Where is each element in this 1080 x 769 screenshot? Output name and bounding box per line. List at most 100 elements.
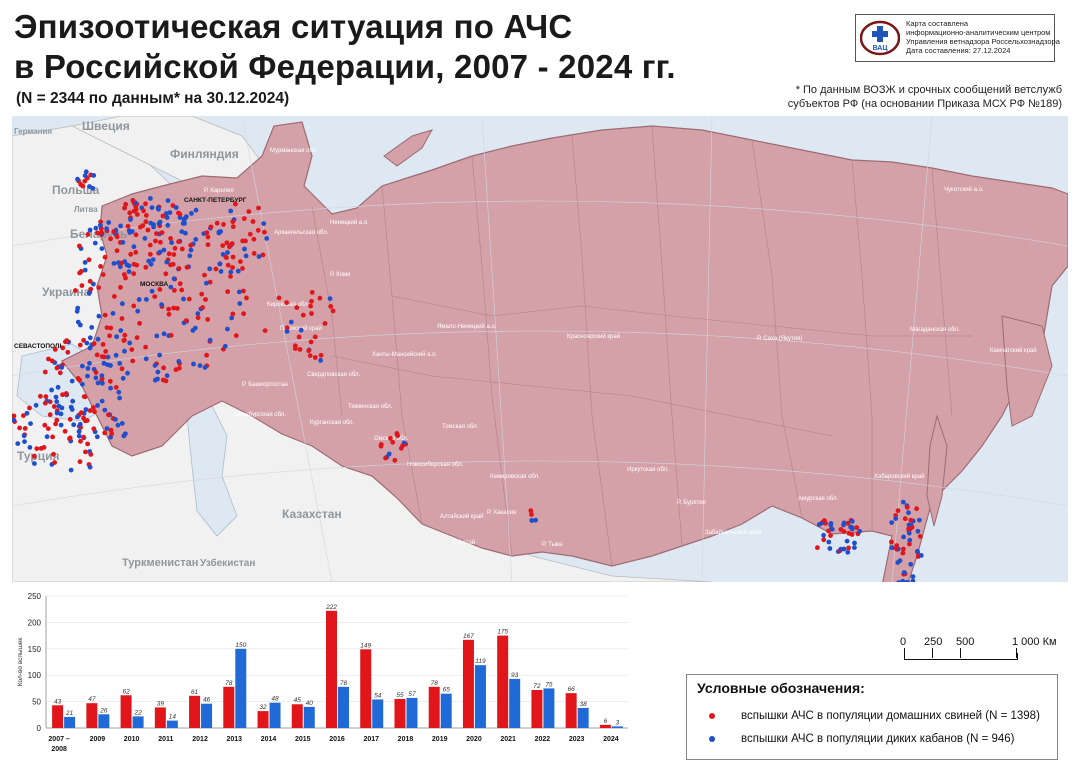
wild-boar-outbreak-dot <box>915 548 920 554</box>
wild-boar-outbreak-dot <box>229 315 235 321</box>
domestic-pig-outbreak-dot <box>143 201 148 207</box>
domestic-pig-outbreak-dot <box>95 230 100 236</box>
source-credit-box: ВАЦ Карта составлена информационно-анали… <box>855 14 1060 62</box>
bar-value-label: 222 <box>325 604 337 611</box>
domestic-pig-outbreak-dot <box>292 346 298 351</box>
scale-bar-line <box>904 653 1018 660</box>
domestic-pig-outbreak-dot <box>22 426 28 431</box>
domestic-pig-outbreak-dot <box>34 446 40 451</box>
bar-value-label: 43 <box>54 698 62 705</box>
domestic-pig-outbreak-dot <box>260 252 266 258</box>
domestic-pig-outbreak-dot <box>172 288 177 293</box>
domestic-pig-outbreak-dot <box>77 459 83 465</box>
wild-boar-outbreak-dot <box>164 259 170 265</box>
domestic-pig-outbreak-dot <box>205 234 211 240</box>
domestic-pig-outbreak-dot <box>177 211 183 217</box>
wild-boar-outbreak-dot <box>176 359 182 364</box>
wild-bar <box>509 678 521 728</box>
domestic-pig-outbreak-dot <box>225 289 231 295</box>
wild-boar-outbreak-dot <box>114 334 119 340</box>
wild-boar-outbreak-dot <box>177 215 183 220</box>
wild-boar-outbreak-dot <box>207 337 213 343</box>
wild-boar-outbreak-dot <box>82 173 88 179</box>
wild-bar <box>64 716 76 728</box>
wild-boar-outbreak-dot <box>84 340 90 346</box>
wild-boar-outbreak-dot <box>32 461 37 466</box>
domestic-pig-outbreak-dot <box>230 254 236 260</box>
wild-boar-outbreak-dot <box>910 578 916 582</box>
legend-label-domestic: вспышки АЧС в популяции домашних свиней … <box>741 710 1040 722</box>
wild-boar-outbreak-dot <box>821 532 826 538</box>
domestic-pig-outbreak-dot <box>108 236 113 242</box>
domestic-pig-outbreak-dot <box>119 366 125 372</box>
wild-boar-outbreak-dot <box>150 257 156 262</box>
bar-value-label: 167 <box>463 633 474 640</box>
domestic-bar <box>360 649 372 728</box>
wild-boar-outbreak-dot <box>165 198 171 203</box>
source-line-1: Карта составлена <box>906 19 969 28</box>
wild-boar-outbreak-dot <box>120 301 125 307</box>
logo-text: ВАЦ <box>873 45 889 52</box>
domestic-pig-outbreak-dot <box>152 294 158 299</box>
wild-boar-outbreak-dot <box>126 263 132 269</box>
domestic-pig-outbreak-dot <box>224 255 229 260</box>
domestic-pig-outbreak-dot <box>241 311 247 317</box>
wild-boar-outbreak-dot <box>193 207 199 213</box>
domestic-pig-outbreak-dot <box>158 239 163 245</box>
region-label: Забайкальский край <box>705 529 761 536</box>
region-label: Архангельская обл. <box>274 230 329 236</box>
bar-value-label: 62 <box>122 688 130 695</box>
domestic-pig-outbreak-dot <box>200 305 206 310</box>
wild-boar-outbreak-dot <box>28 421 33 426</box>
domestic-pig-outbreak-dot <box>176 239 182 245</box>
domestic-pig-outbreak-dot <box>50 434 55 440</box>
wild-boar-outbreak-dot <box>256 254 262 259</box>
wild-boar-outbreak-dot <box>128 217 133 222</box>
domestic-pig-outbreak-dot <box>202 272 207 278</box>
domestic-pig-outbreak-dot <box>230 265 235 270</box>
wild-boar-outbreak-dot <box>164 215 170 220</box>
wild-boar-outbreak-dot <box>189 211 194 216</box>
wild-bar <box>338 686 349 728</box>
wild-boar-outbreak-dot <box>102 407 108 413</box>
scale-label: 500 <box>956 636 975 648</box>
domestic-pig-outbreak-dot <box>127 210 133 216</box>
region-label: Оренбургская обл. <box>234 412 286 418</box>
region-label: Р. Карелия <box>204 188 234 194</box>
bar-value-label: 78 <box>340 680 348 687</box>
y-axis-title: Кол-во вспышек <box>17 638 24 687</box>
wild-boar-outbreak-dot <box>193 237 199 242</box>
domestic-pig-outbreak-dot <box>893 546 899 551</box>
wild-boar-outbreak-dot <box>168 284 174 290</box>
wild-boar-outbreak-dot <box>110 311 116 316</box>
wild-boar-outbreak-dot <box>149 205 155 210</box>
wild-bar <box>611 726 623 728</box>
domestic-pig-outbreak-dot <box>244 295 249 301</box>
wild-boar-outbreak-dot <box>225 326 230 332</box>
domestic-pig-outbreak-dot <box>84 418 90 423</box>
domestic-pig-outbreak-dot <box>241 216 247 221</box>
domestic-pig-outbreak-dot <box>306 348 312 354</box>
domestic-pig-outbreak-dot <box>77 243 82 249</box>
wild-boar-outbreak-dot <box>122 348 127 354</box>
country-label: Германия <box>14 127 52 136</box>
bar-value-label: 46 <box>203 697 211 704</box>
bar-value-label: 14 <box>169 714 177 721</box>
wild-boar-outbreak-dot <box>152 363 158 368</box>
y-tick-label: 50 <box>32 698 41 707</box>
domestic-pig-outbreak-dot <box>166 306 172 312</box>
x-tick-label: 2013 <box>227 736 243 743</box>
domestic-pig-outbreak-dot <box>917 534 923 539</box>
domestic-pig-outbreak-dot <box>900 550 906 556</box>
map-title-line-2: в Российской Федерации, 2007 - 2024 гг. <box>14 48 676 85</box>
wild-boar-outbreak-dot <box>183 214 189 219</box>
domestic-pig-outbreak-dot <box>901 546 906 552</box>
domestic-pig-outbreak-dot <box>171 252 177 257</box>
domestic-bar <box>462 639 474 728</box>
domestic-pig-outbreak-dot <box>42 400 48 406</box>
wild-boar-outbreak-dot <box>235 268 241 274</box>
region-label: Иркутская обл. <box>627 467 669 473</box>
wild-boar-outbreak-dot <box>155 205 161 211</box>
wild-boar-outbreak-dot <box>55 384 61 390</box>
novaya-zemlya <box>383 129 434 167</box>
